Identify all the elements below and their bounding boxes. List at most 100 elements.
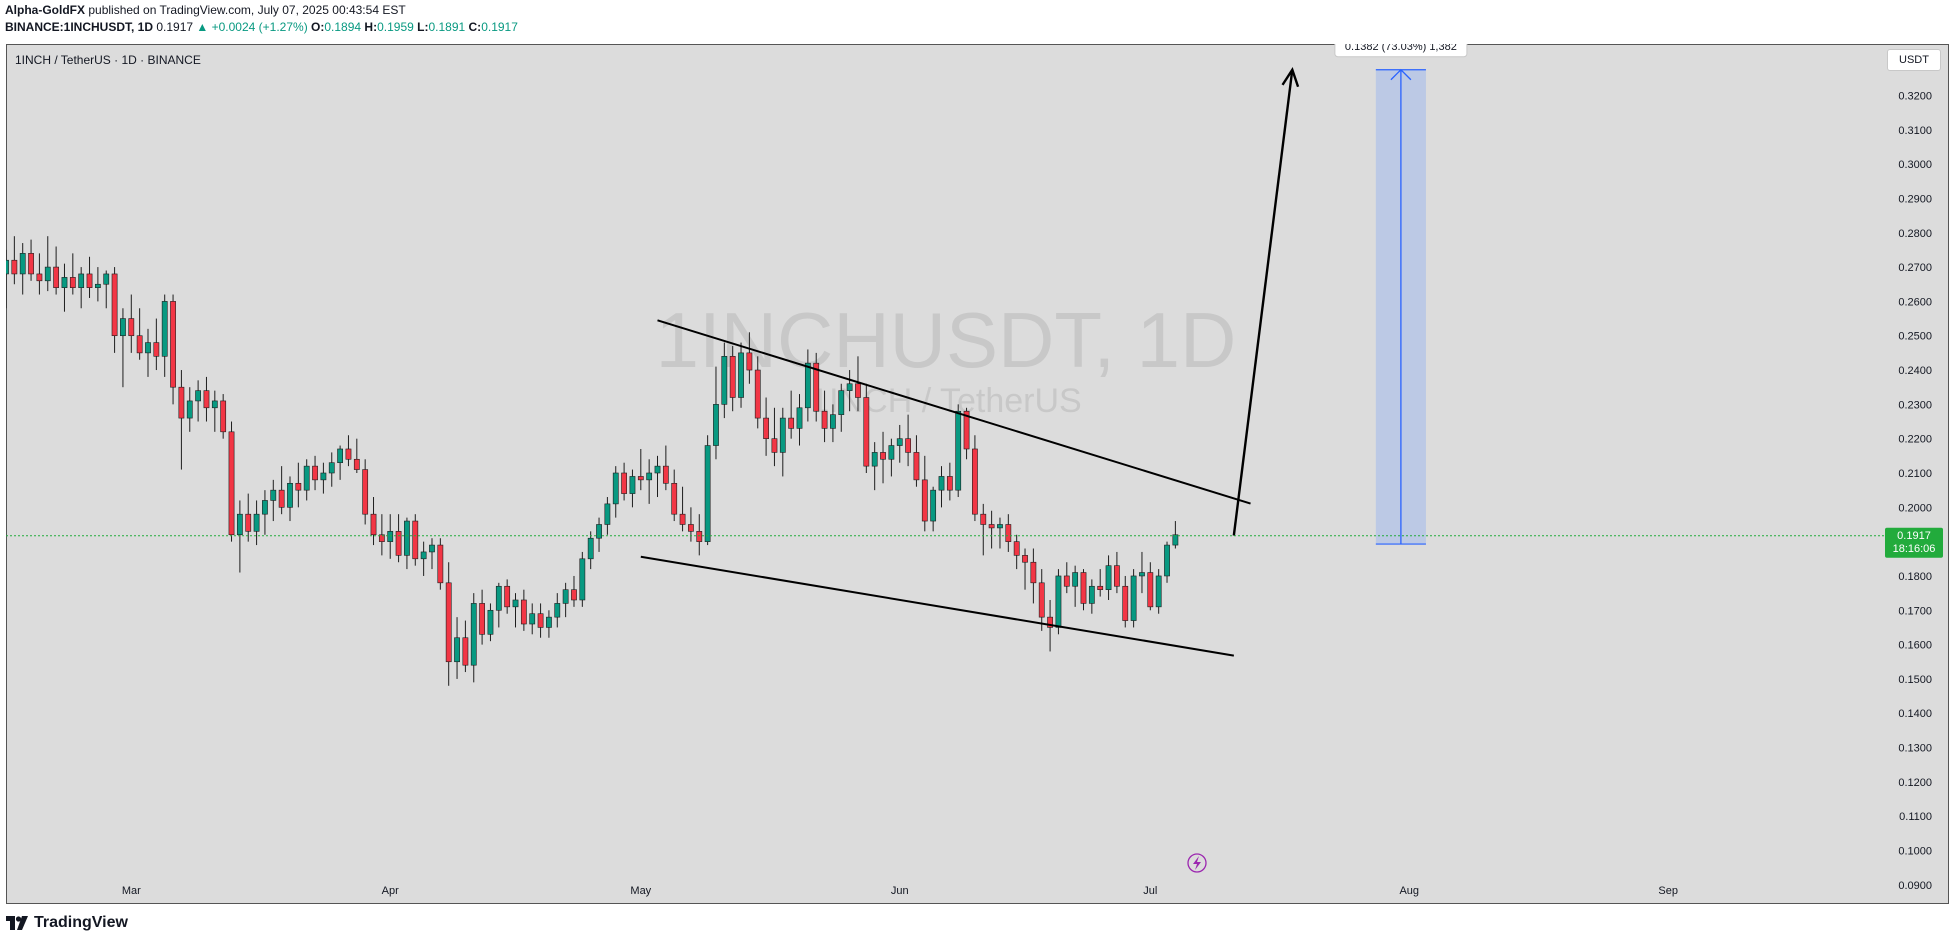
annotations: 0.1382 (73.03%) 1,382 [640, 44, 1468, 657]
pair-label: 1INCH / TetherUS · 1D · BINANCE [15, 53, 201, 67]
candle-body [345, 448, 352, 460]
candle-body [1005, 524, 1012, 542]
candle [19, 243, 26, 295]
candle [69, 253, 76, 295]
open-label: O: [311, 20, 325, 34]
candle [713, 366, 719, 460]
lightning-icon[interactable] [1187, 853, 1207, 873]
y-tick-label: 0.2400 [1898, 365, 1932, 377]
candle-body [36, 273, 43, 282]
candle-body [78, 273, 85, 288]
last-price-box [1885, 527, 1943, 558]
candle [721, 342, 728, 419]
candle-body [729, 356, 736, 398]
tradingview-logo-text: TradingView [34, 914, 128, 931]
candle [36, 253, 43, 295]
candle-body [11, 259, 18, 275]
y-tick-label: 0.1200 [1898, 777, 1932, 789]
candle-body [44, 266, 51, 282]
candle-body [846, 383, 853, 391]
candle [997, 517, 1003, 549]
candle-body [429, 544, 435, 553]
open-value: 0.1894 [324, 20, 362, 34]
candle [1122, 575, 1129, 628]
candle [429, 538, 435, 570]
candle [905, 414, 911, 467]
target-label-text: 0.1382 (73.03%) 1,382 [1345, 44, 1457, 53]
x-tick-label: Mar [122, 885, 141, 897]
close-value: 0.1917 [481, 20, 518, 34]
currency-selector[interactable]: USDT [1887, 49, 1941, 71]
candle-body [387, 531, 394, 542]
candle [320, 462, 327, 494]
candle [729, 346, 736, 412]
candle-body [412, 520, 419, 560]
candle-body [404, 520, 410, 556]
candle-body [61, 277, 68, 288]
x-tick-label: Sep [1658, 885, 1678, 897]
candle-body [262, 500, 268, 515]
candle-body [779, 417, 786, 453]
candle-body [946, 476, 953, 491]
candle-body [337, 448, 343, 464]
candle [1155, 569, 1162, 614]
candle [846, 370, 853, 412]
y-tick-label: 0.2600 [1898, 296, 1932, 308]
candle [888, 438, 895, 477]
y-tick-label: 0.0900 [1898, 880, 1932, 892]
candle [637, 448, 644, 491]
candle-body [1047, 616, 1053, 628]
candle [1022, 548, 1028, 590]
candle-body [813, 362, 820, 412]
candle-body [28, 253, 34, 275]
candle [913, 435, 920, 487]
author-name[interactable]: Alpha-GoldFX [5, 3, 85, 17]
candle-body [454, 637, 460, 663]
y-tick-label: 0.1800 [1898, 571, 1932, 583]
candle [779, 407, 786, 477]
last-price-tag: 0.1917 18:16:06 [6, 527, 1943, 558]
candle-body [420, 551, 427, 560]
candle-body [905, 438, 911, 453]
candle [1030, 548, 1037, 604]
candle-body [178, 386, 185, 419]
candle-body [963, 410, 970, 450]
price-chart[interactable]: 1INCHUSDT, 1D 1INCH / TetherUS 0.33000.3… [6, 44, 1949, 904]
candle [11, 236, 18, 285]
candle [170, 294, 176, 405]
candle [412, 514, 419, 566]
candle-body [871, 452, 878, 467]
candle [972, 435, 978, 522]
candle-body [955, 410, 962, 491]
y-tick-label: 0.1300 [1898, 743, 1932, 755]
candle-body [771, 438, 778, 453]
candle [896, 424, 903, 463]
candle-body [320, 472, 327, 481]
candle-body [487, 609, 494, 635]
candle-body [295, 482, 302, 491]
y-axis: 0.33000.32000.31000.30000.29000.28000.27… [1898, 56, 1932, 892]
y-tick-label: 0.2300 [1898, 399, 1932, 411]
candle [245, 493, 252, 542]
low-label: L: [417, 20, 429, 34]
candle [938, 466, 945, 508]
y-tick-label: 0.3000 [1898, 159, 1932, 171]
y-tick-label: 0.1100 [1899, 811, 1932, 823]
candle [838, 383, 845, 432]
candle-body [6, 259, 9, 275]
candle [1038, 569, 1045, 631]
y-tick-label: 0.3200 [1898, 90, 1932, 102]
tradingview-footer[interactable]: TradingView [6, 912, 128, 934]
candle-body [445, 582, 452, 663]
candle-body [738, 352, 744, 398]
candle-body [704, 445, 711, 542]
candle-body [211, 400, 218, 409]
candle-body [19, 253, 26, 275]
candle-body [913, 452, 920, 481]
candle-body [328, 462, 335, 474]
candle [1114, 551, 1120, 594]
y-tick-label: 0.2500 [1898, 331, 1932, 343]
x-tick-label: May [630, 885, 651, 897]
candle-body [1147, 572, 1154, 608]
candle [1147, 562, 1154, 611]
